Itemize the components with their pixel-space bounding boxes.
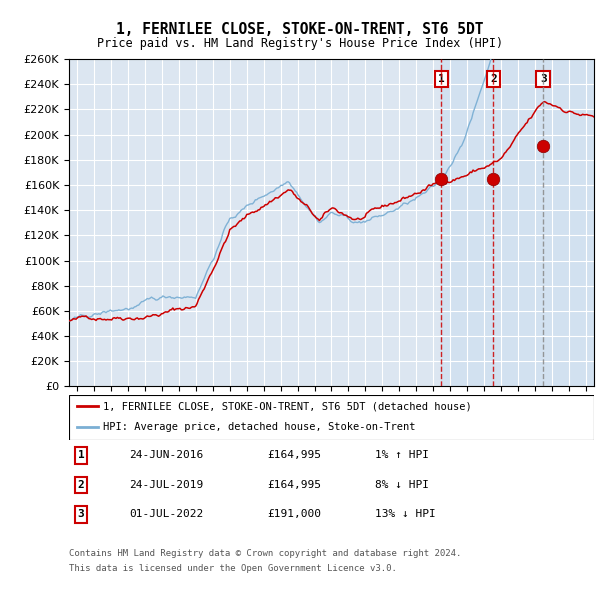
Text: 24-JUL-2019: 24-JUL-2019 <box>129 480 203 490</box>
Text: £191,000: £191,000 <box>267 510 321 519</box>
Text: 1, FERNILEE CLOSE, STOKE-ON-TRENT, ST6 5DT (detached house): 1, FERNILEE CLOSE, STOKE-ON-TRENT, ST6 5… <box>103 401 472 411</box>
Text: HPI: Average price, detached house, Stoke-on-Trent: HPI: Average price, detached house, Stok… <box>103 422 416 432</box>
Text: Contains HM Land Registry data © Crown copyright and database right 2024.: Contains HM Land Registry data © Crown c… <box>69 549 461 558</box>
Text: 01-JUL-2022: 01-JUL-2022 <box>129 510 203 519</box>
Text: 1: 1 <box>438 74 445 84</box>
Text: 2: 2 <box>490 74 497 84</box>
Text: 3: 3 <box>540 74 547 84</box>
Text: 8% ↓ HPI: 8% ↓ HPI <box>375 480 429 490</box>
Text: 2: 2 <box>77 480 85 490</box>
Bar <box>441 59 594 386</box>
Text: 3: 3 <box>77 510 85 519</box>
Text: 1, FERNILEE CLOSE, STOKE-ON-TRENT, ST6 5DT: 1, FERNILEE CLOSE, STOKE-ON-TRENT, ST6 5… <box>116 22 484 37</box>
Text: £164,995: £164,995 <box>267 451 321 460</box>
Text: £164,995: £164,995 <box>267 480 321 490</box>
Text: Price paid vs. HM Land Registry's House Price Index (HPI): Price paid vs. HM Land Registry's House … <box>97 37 503 50</box>
Text: 24-JUN-2016: 24-JUN-2016 <box>129 451 203 460</box>
Text: 1: 1 <box>77 451 85 460</box>
Text: This data is licensed under the Open Government Licence v3.0.: This data is licensed under the Open Gov… <box>69 565 397 573</box>
Text: 1% ↑ HPI: 1% ↑ HPI <box>375 451 429 460</box>
Text: 13% ↓ HPI: 13% ↓ HPI <box>375 510 436 519</box>
